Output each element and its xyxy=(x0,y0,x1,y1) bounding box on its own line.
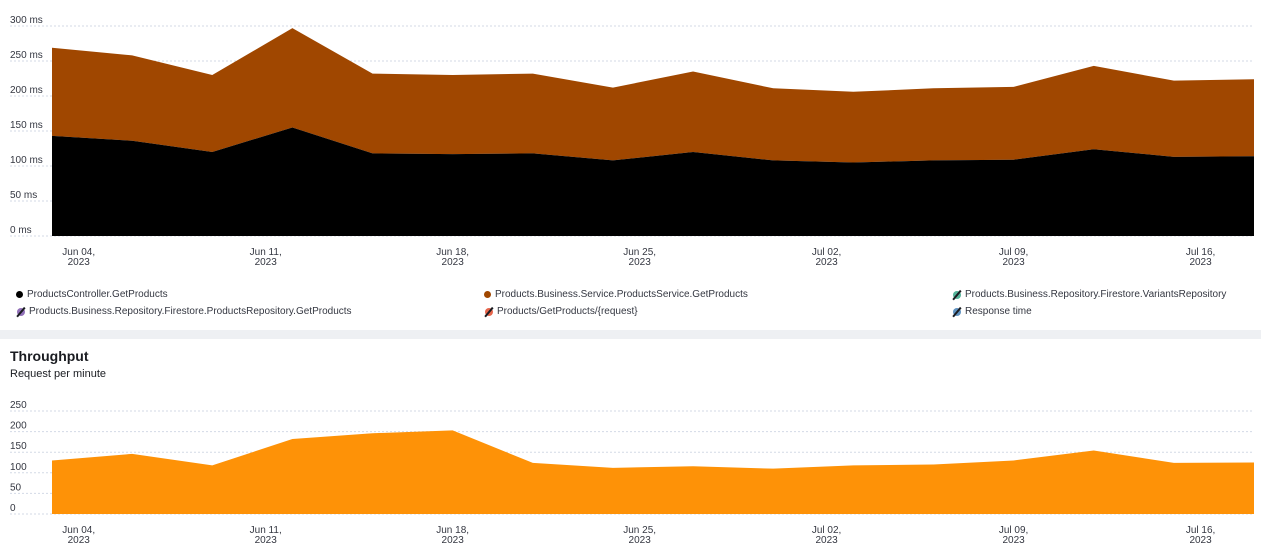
latency-x-tick: Jun 18,2023 xyxy=(436,247,469,268)
throughput-x-tick-label: 2023 xyxy=(1189,535,1212,544)
throughput-x-tick: Jun 11,2023 xyxy=(250,525,282,544)
panel-separator xyxy=(0,330,1261,339)
latency-x-tick-label: Jun 04, xyxy=(62,247,95,258)
throughput-x-tick-label: Jun 18, xyxy=(436,525,469,536)
legend-item[interactable]: Products/GetProducts/{request} xyxy=(484,306,638,317)
latency-x-tick: Jun 11,2023 xyxy=(250,247,282,268)
throughput-y-tick-label: 100 xyxy=(10,462,27,473)
latency-x-tick-label: 2023 xyxy=(1002,257,1025,268)
legend-hidden-series-icon xyxy=(952,289,962,300)
legend-label: Products.Business.Service.ProductsServic… xyxy=(495,289,748,300)
throughput-x-tick-label: Jul 09, xyxy=(999,525,1028,536)
throughput-x-tick-label: 2023 xyxy=(442,535,465,544)
throughput-x-tick-label: 2023 xyxy=(1002,535,1025,544)
throughput-x-tick: Jun 25,2023 xyxy=(623,525,656,544)
legend-label: Products/GetProducts/{request} xyxy=(497,306,638,317)
legend-dot-icon xyxy=(16,291,23,298)
throughput-x-tick: Jun 18,2023 xyxy=(436,525,469,544)
latency-x-tick-label: Jul 02, xyxy=(812,247,841,258)
throughput-chart-panel: Throughput Request per minute 0 50 100 150 2… xyxy=(0,339,1261,544)
legend-item[interactable]: Products.Business.Service.ProductsServic… xyxy=(484,289,748,300)
legend-hidden-series-icon xyxy=(952,306,962,317)
throughput-area-series-0[interactable] xyxy=(52,430,1254,514)
latency-x-tick-label: 2023 xyxy=(629,257,652,268)
throughput-x-tick-label: Jun 11, xyxy=(250,525,282,536)
throughput-x-tick-label: 2023 xyxy=(68,535,91,544)
latency-x-tick: Jun 25,2023 xyxy=(623,247,656,268)
throughput-x-tick-label: Jun 25, xyxy=(623,525,656,536)
throughput-x-tick-label: Jul 02, xyxy=(812,525,841,536)
legend-hidden-series-icon xyxy=(484,306,494,317)
latency-chart: 0 ms 50 ms 100 ms 150 ms 200 ms 250 ms 300 ms J… xyxy=(10,15,1254,268)
latency-y-tick-label: 50 ms xyxy=(10,190,37,201)
latency-x-tick: Jun 04,2023 xyxy=(62,247,95,268)
legend-label: Products.Business.Repository.Firestore.P… xyxy=(29,306,352,317)
latency-area-series-0[interactable] xyxy=(52,127,1254,237)
throughput-x-tick-label: 2023 xyxy=(255,535,278,544)
latency-x-tick-label: Jun 25, xyxy=(623,247,656,258)
throughput-y-tick-label: 50 xyxy=(10,482,22,493)
throughput-y-tick-label: 0 xyxy=(10,503,16,514)
latency-x-tick-label: Jul 16, xyxy=(1186,247,1215,258)
latency-y-tick-label: 250 ms xyxy=(10,50,43,61)
latency-legend: ProductsController.GetProducts Products.B… xyxy=(0,286,1261,322)
legend-label: Products.Business.Repository.Firestore.V… xyxy=(965,289,1227,300)
latency-y-tick-label: 300 ms xyxy=(10,15,43,26)
latency-x-tick-label: 2023 xyxy=(815,257,838,268)
latency-y-tick-label: 200 ms xyxy=(10,85,43,96)
legend-label: Response time xyxy=(965,306,1032,317)
legend-item[interactable]: ProductsController.GetProducts xyxy=(16,289,168,300)
latency-x-tick: Jul 02,2023 xyxy=(812,247,841,268)
throughput-y-tick-label: 150 xyxy=(10,441,27,452)
latency-area-series-1[interactable] xyxy=(52,28,1254,163)
legend-item[interactable]: Response time xyxy=(952,306,1032,317)
latency-x-tick-label: 2023 xyxy=(68,257,91,268)
latency-x-tick-label: Jun 11, xyxy=(250,247,282,258)
throughput-x-tick: Jul 16,2023 xyxy=(1186,525,1215,544)
legend-label: ProductsController.GetProducts xyxy=(27,289,168,300)
latency-x-tick: Jul 16,2023 xyxy=(1186,247,1215,268)
legend-item[interactable]: Products.Business.Repository.Firestore.V… xyxy=(952,289,1226,300)
latency-x-tick-label: Jul 09, xyxy=(999,247,1028,258)
throughput-x-tick: Jul 02,2023 xyxy=(812,525,841,544)
legend-dot-icon xyxy=(484,291,491,298)
throughput-x-tick-label: Jun 04, xyxy=(62,525,95,536)
latency-x-tick: Jul 09,2023 xyxy=(999,247,1028,268)
throughput-x-tick-label: 2023 xyxy=(815,535,838,544)
latency-x-tick-label: 2023 xyxy=(1189,257,1212,268)
throughput-x-tick-label: 2023 xyxy=(629,535,652,544)
throughput-subtitle: Request per minute xyxy=(10,368,106,380)
legend-item[interactable]: Products.Business.Repository.Firestore.P… xyxy=(16,306,352,317)
latency-chart-panel: 0 ms 50 ms 100 ms 150 ms 200 ms 250 ms 300 ms J… xyxy=(0,15,1261,322)
latency-y-tick-label: 100 ms xyxy=(10,155,43,166)
throughput-title: Throughput xyxy=(10,348,89,364)
throughput-x-tick: Jul 09,2023 xyxy=(999,525,1028,544)
throughput-y-tick-label: 250 xyxy=(10,400,27,411)
latency-y-tick-label: 150 ms xyxy=(10,120,43,131)
latency-x-tick-label: 2023 xyxy=(442,257,465,268)
throughput-y-tick-label: 200 xyxy=(10,421,27,432)
throughput-x-tick-label: Jul 16, xyxy=(1186,525,1215,536)
latency-y-tick-label: 0 ms xyxy=(10,225,32,236)
throughput-x-tick: Jun 04,2023 xyxy=(62,525,95,544)
latency-x-tick-label: 2023 xyxy=(255,257,278,268)
latency-x-tick-label: Jun 18, xyxy=(436,247,469,258)
legend-hidden-series-icon xyxy=(16,306,26,317)
